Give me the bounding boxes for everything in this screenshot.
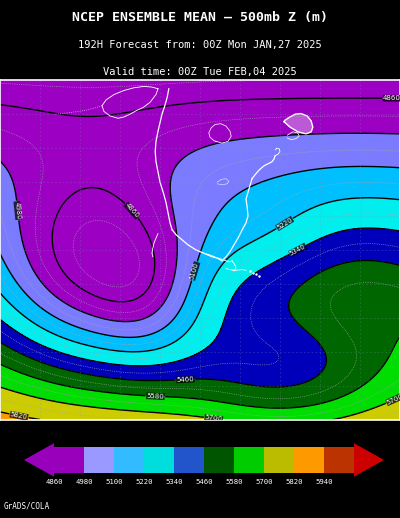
Text: 5460: 5460 (195, 479, 213, 485)
Text: 5700: 5700 (204, 414, 223, 423)
Bar (54, 447, 84, 473)
Text: 5820: 5820 (285, 479, 303, 485)
Text: 5580: 5580 (225, 479, 243, 485)
Text: 5220: 5220 (276, 217, 294, 231)
Bar (324, 447, 354, 473)
Bar (264, 447, 294, 473)
Text: 5700: 5700 (386, 393, 400, 406)
Text: GrADS/COLA: GrADS/COLA (4, 501, 50, 510)
Bar (204, 447, 234, 473)
Polygon shape (24, 443, 54, 477)
Text: 4860: 4860 (45, 479, 63, 485)
Text: 5100: 5100 (105, 479, 123, 485)
Text: 5580: 5580 (146, 393, 164, 400)
Text: 5100: 5100 (189, 262, 200, 280)
Text: 5340: 5340 (288, 243, 307, 257)
Text: 4980: 4980 (14, 202, 22, 220)
Text: 4860: 4860 (383, 95, 400, 101)
Text: 5220: 5220 (135, 479, 153, 485)
Bar (294, 447, 324, 473)
Text: 4980: 4980 (75, 479, 93, 485)
Text: 5340: 5340 (165, 479, 183, 485)
Bar (174, 447, 204, 473)
Text: 5940: 5940 (315, 479, 333, 485)
Text: Valid time: 00Z Tue FEB,04 2025: Valid time: 00Z Tue FEB,04 2025 (103, 67, 297, 77)
Text: NCEP ENSEMBLE MEAN – 500mb Z (m): NCEP ENSEMBLE MEAN – 500mb Z (m) (72, 11, 328, 24)
Polygon shape (284, 113, 313, 134)
Text: 4860: 4860 (124, 202, 140, 219)
Text: 5700: 5700 (255, 479, 273, 485)
Text: 192H Forecast from: 00Z Mon JAN,27 2025: 192H Forecast from: 00Z Mon JAN,27 2025 (78, 40, 322, 50)
Polygon shape (354, 443, 384, 477)
Bar (144, 447, 174, 473)
Text: 5460: 5460 (176, 376, 194, 383)
Bar (114, 447, 144, 473)
Text: 5820: 5820 (10, 411, 28, 421)
Bar (234, 447, 264, 473)
Bar (84, 447, 114, 473)
